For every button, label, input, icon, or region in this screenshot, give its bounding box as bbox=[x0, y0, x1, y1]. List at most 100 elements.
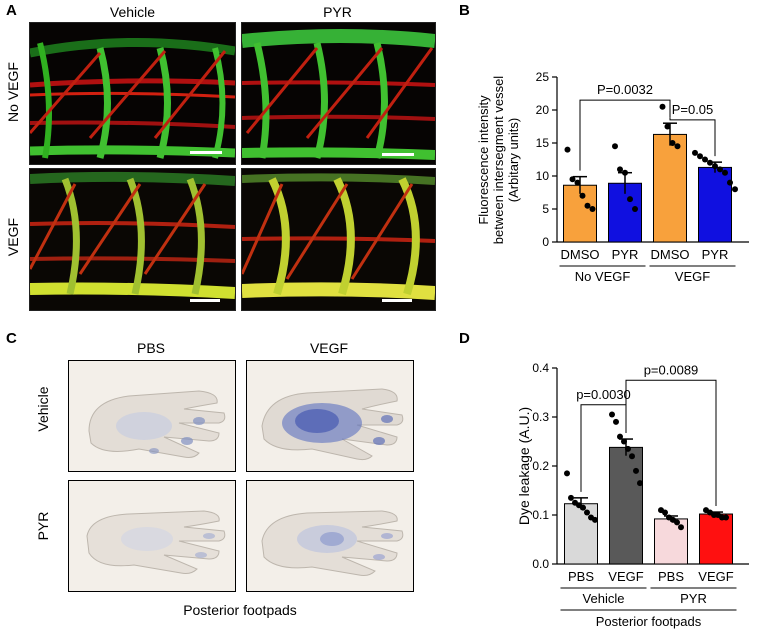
y-axis-label-line: between intersegment vessel bbox=[491, 76, 506, 244]
panel-c-row-pyr: PYR bbox=[35, 511, 51, 541]
significance-bracket bbox=[579, 99, 671, 171]
group-label: Vehicle bbox=[583, 591, 625, 606]
y-tick-label: 0.3 bbox=[532, 410, 549, 424]
y-axis-label: Dye leakage (A.U.) bbox=[516, 407, 532, 525]
category-label: PBS bbox=[568, 569, 594, 584]
chart-b: 0 5 10 15 20 25 DMSO PYR DMSO PYR No VEGF VEGF P=0.0… bbox=[476, 70, 749, 284]
data-point bbox=[717, 166, 723, 173]
significance-label: p=0.0030 bbox=[576, 387, 631, 402]
category-label: PYR bbox=[612, 247, 639, 262]
bar bbox=[609, 446, 643, 565]
data-point bbox=[589, 206, 596, 212]
data-point bbox=[732, 186, 738, 193]
data-point bbox=[568, 494, 574, 501]
significance-bracket bbox=[625, 379, 717, 507]
data-point bbox=[613, 418, 619, 425]
micrograph-vehicle-vegf bbox=[29, 168, 236, 311]
panel-c-caption: Posterior footpads bbox=[183, 602, 297, 618]
data-point bbox=[564, 470, 570, 477]
significance-label: P=0.05 bbox=[672, 102, 714, 117]
data-point bbox=[584, 202, 591, 209]
data-point bbox=[569, 176, 576, 183]
significance-label: p=0.0089 bbox=[644, 362, 699, 377]
data-point bbox=[702, 156, 708, 163]
data-point bbox=[579, 192, 586, 199]
panel-c-label: C bbox=[6, 330, 17, 347]
panel-c-col-vegf: VEGF bbox=[309, 340, 349, 356]
data-point bbox=[584, 509, 590, 516]
y-axis-label-group: Fluorescence intensity between intersegme… bbox=[476, 76, 521, 244]
data-point bbox=[692, 149, 698, 156]
vessel-image-1 bbox=[30, 23, 235, 164]
y-axis-label-line: Fluorescence intensity bbox=[476, 95, 491, 225]
bar bbox=[653, 133, 687, 243]
data-point bbox=[664, 123, 671, 130]
footpad-photo-vehicle-pbs bbox=[68, 360, 236, 472]
data-point bbox=[637, 480, 643, 487]
data-point bbox=[592, 516, 598, 523]
data-point bbox=[612, 143, 618, 150]
panel-a-col-vehicle: Vehicle bbox=[109, 4, 156, 20]
vessel-image-4 bbox=[242, 169, 435, 310]
data-point bbox=[727, 179, 733, 186]
panel-a-label: A bbox=[6, 2, 17, 19]
footpad-image-4 bbox=[261, 510, 404, 576]
data-point bbox=[674, 143, 681, 150]
group-label: No VEGF bbox=[575, 269, 631, 284]
category-label: PYR bbox=[702, 247, 729, 262]
data-point bbox=[629, 453, 635, 460]
data-point bbox=[723, 514, 729, 521]
panel-d-label: D bbox=[459, 330, 470, 347]
micrograph-vehicle-no-vegf bbox=[29, 22, 236, 165]
category-label: DMSO bbox=[561, 247, 600, 262]
group-label: VEGF bbox=[675, 269, 710, 284]
data-point bbox=[662, 509, 668, 516]
y-tick-label: 25 bbox=[536, 70, 550, 84]
group-label: PYR bbox=[680, 591, 707, 606]
vessel-image-3 bbox=[30, 169, 235, 310]
panel-c-row-vehicle: Vehicle bbox=[35, 386, 51, 432]
panel-a-row-vegf: VEGF bbox=[5, 217, 21, 257]
bar bbox=[698, 166, 732, 243]
panel-b-label: B bbox=[459, 2, 470, 19]
y-tick-label: 0.0 bbox=[532, 557, 549, 571]
data-point bbox=[633, 467, 639, 474]
footpad-image-2 bbox=[261, 388, 404, 461]
data-point bbox=[617, 166, 623, 173]
y-tick-label: 5 bbox=[542, 202, 549, 216]
category-label: VEGF bbox=[698, 569, 733, 584]
y-tick-label: 0.4 bbox=[532, 361, 549, 375]
panel-c-col-pbs: PBS bbox=[136, 340, 165, 356]
data-point bbox=[674, 519, 680, 526]
panel-a-row-no-vegf: No VEGF bbox=[5, 62, 21, 122]
y-axis-label-line: (Arbitary units) bbox=[506, 118, 521, 203]
data-point bbox=[722, 169, 728, 176]
category-label: VEGF bbox=[608, 569, 643, 584]
data-point bbox=[669, 140, 676, 146]
category-label: DMSO bbox=[651, 247, 690, 262]
footpad-photo-vehicle-vegf bbox=[246, 360, 414, 472]
data-point bbox=[659, 103, 666, 110]
footpad-photo-pyr-vegf bbox=[246, 480, 414, 592]
data-point bbox=[609, 411, 615, 418]
footpad-photo-pyr-pbs bbox=[68, 480, 236, 592]
y-tick-label: 0.2 bbox=[532, 459, 549, 473]
micrograph-pyr-no-vegf bbox=[241, 22, 436, 165]
data-point bbox=[627, 196, 633, 203]
y-tick-label: 20 bbox=[536, 103, 550, 117]
data-point bbox=[678, 524, 684, 531]
category-label: PBS bbox=[658, 569, 684, 584]
micrograph-pyr-vegf bbox=[241, 168, 436, 311]
bar bbox=[564, 503, 598, 565]
significance-label: P=0.0032 bbox=[597, 82, 653, 97]
footpad-image-3 bbox=[86, 510, 226, 574]
chart-d: 0.0 0.1 0.2 0.3 0.4 PBS VEGF PBS VEGF Vehicle PYR p… bbox=[516, 361, 749, 629]
x-axis-label: Posterior footpads bbox=[596, 614, 702, 629]
y-tick-label: 15 bbox=[536, 136, 550, 150]
footpad-image-1 bbox=[88, 390, 226, 458]
vessel-image-2 bbox=[242, 23, 435, 164]
y-tick-label: 0.1 bbox=[532, 508, 549, 522]
data-point bbox=[632, 206, 638, 212]
data-point bbox=[574, 179, 581, 186]
y-tick-label: 10 bbox=[536, 169, 550, 183]
